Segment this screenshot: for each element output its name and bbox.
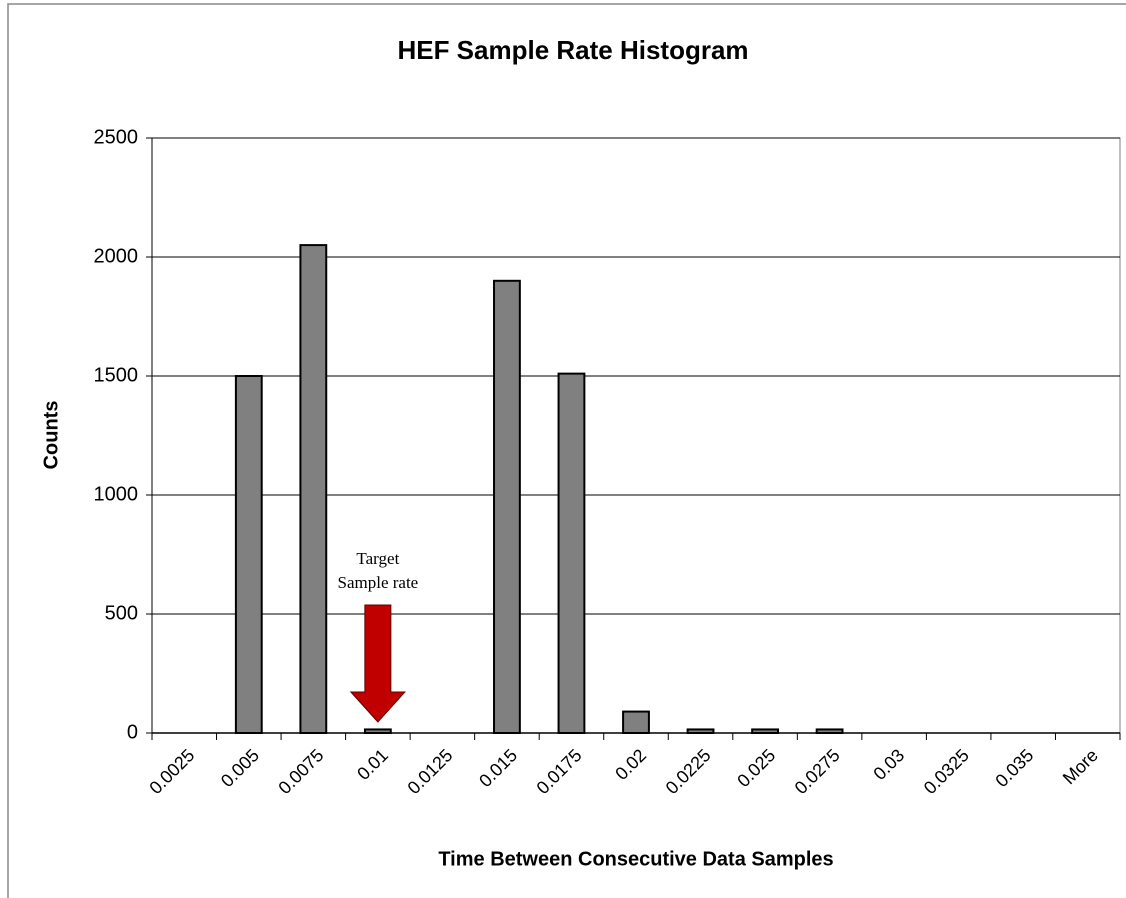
bar — [751, 728, 779, 734]
y-tick-label: 1500 — [94, 364, 139, 386]
bar — [557, 372, 586, 734]
bar — [493, 279, 521, 734]
annotation: Target — [356, 549, 399, 568]
y-tick-label: 2000 — [94, 245, 139, 267]
y-axis-label: Counts — [40, 401, 62, 470]
bar — [622, 710, 650, 735]
bar — [299, 244, 328, 734]
chart-title: HEF Sample Rate Histogram — [397, 35, 748, 65]
bar — [363, 728, 392, 734]
annotation: Sample rate — [338, 573, 419, 592]
y-tick-label: 500 — [105, 602, 138, 624]
bar — [234, 375, 263, 734]
x-axis-label: Time Between Consecutive Data Samples — [438, 848, 833, 870]
y-tick-label: 0 — [127, 721, 138, 743]
y-tick-label: 1000 — [94, 483, 139, 505]
bar — [686, 728, 715, 734]
bar — [815, 728, 844, 734]
annotation-arrow — [349, 604, 406, 723]
y-tick-label: 2500 — [94, 126, 139, 148]
